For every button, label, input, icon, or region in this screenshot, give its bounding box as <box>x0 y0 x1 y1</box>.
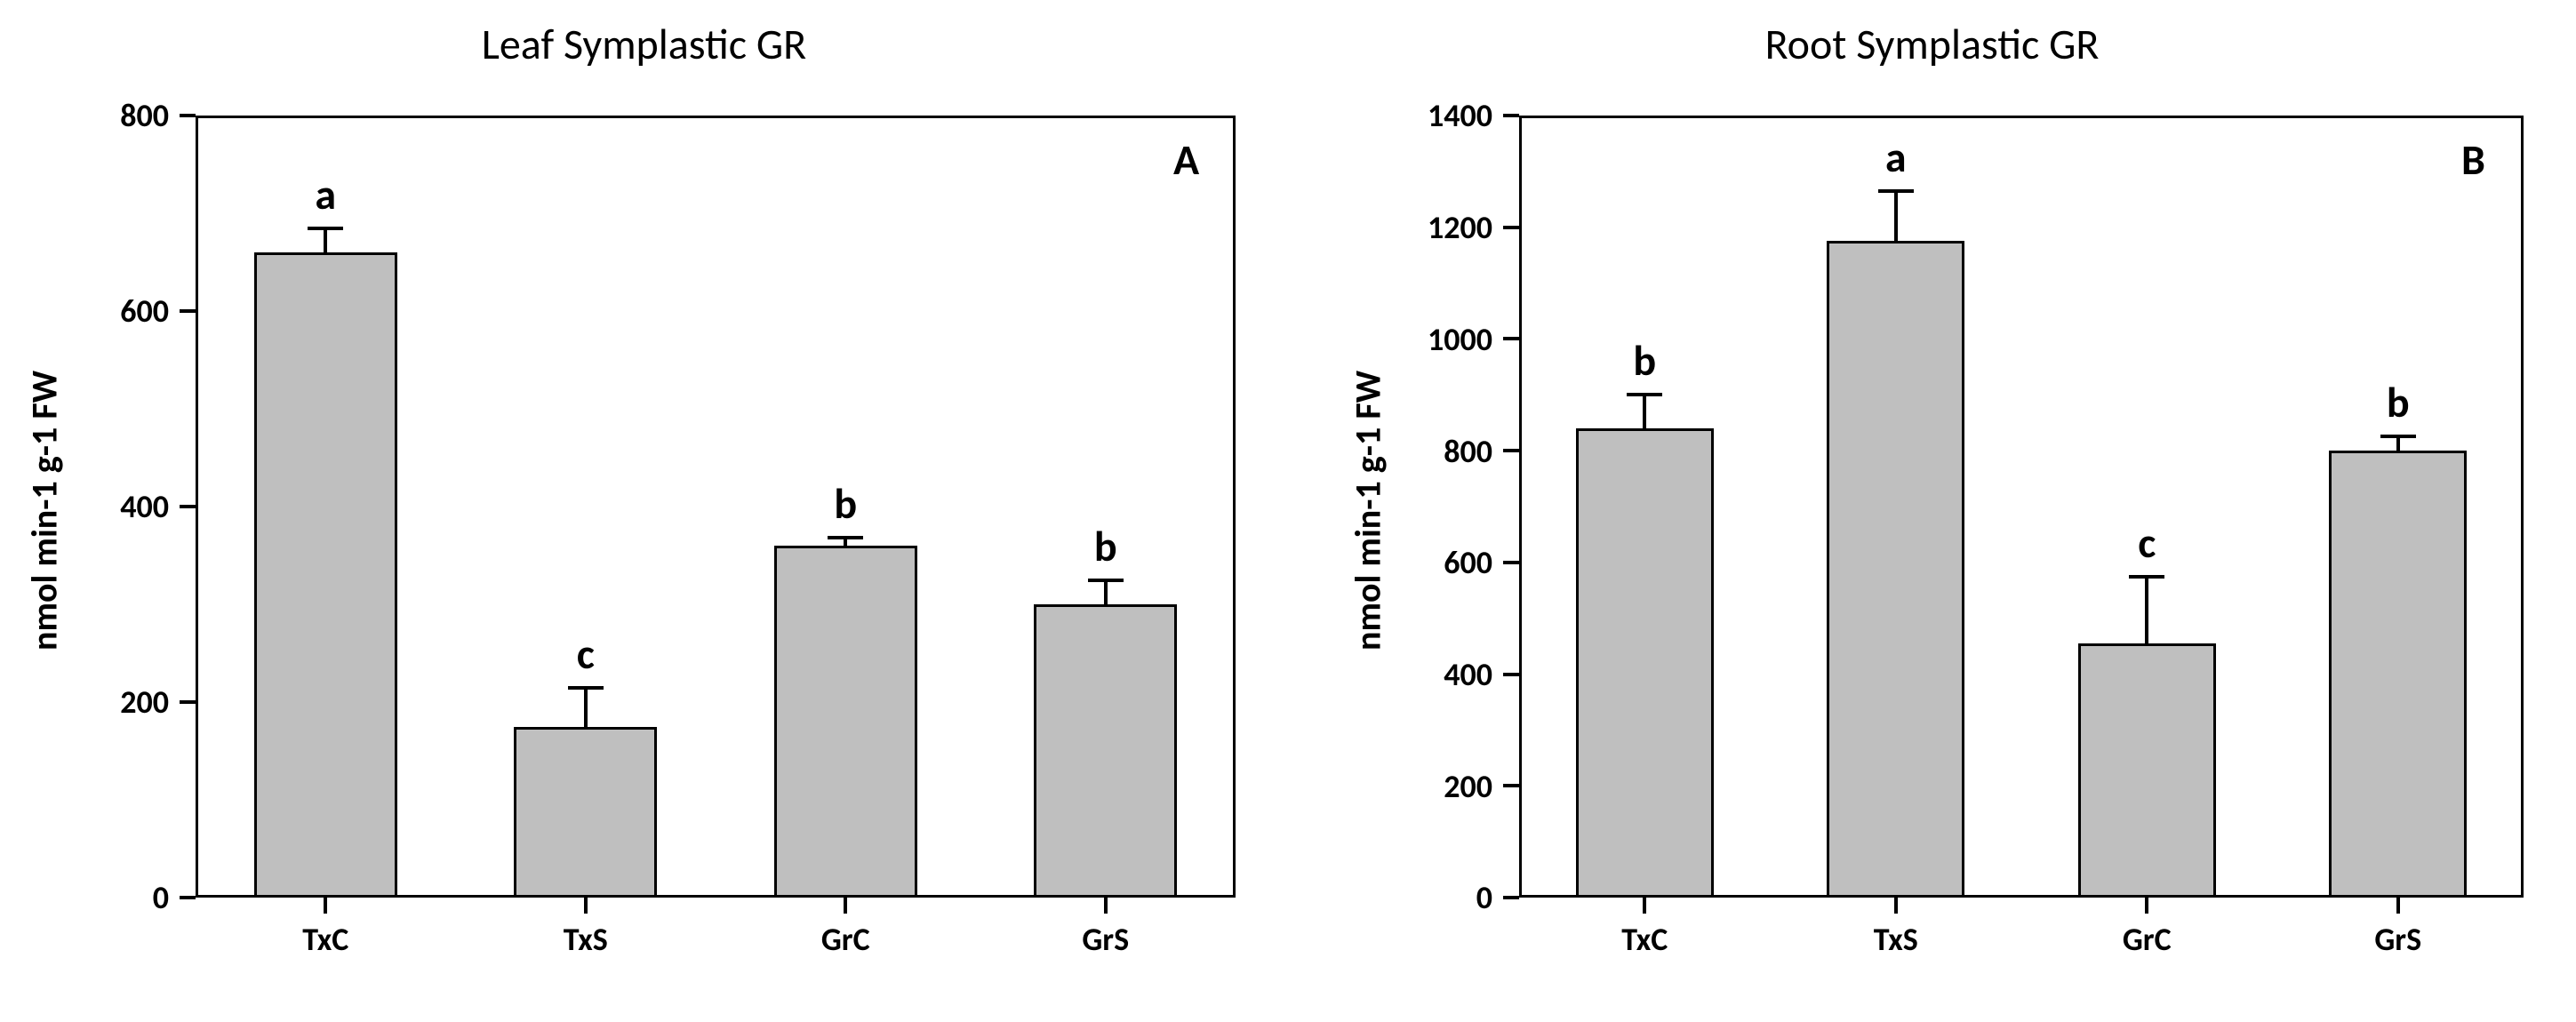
error-bar-cap <box>828 536 863 539</box>
y-tick-mark <box>1503 784 1519 787</box>
y-tick-label: 1200 <box>1395 208 1492 247</box>
y-tick-label: 800 <box>1395 432 1492 471</box>
y-tick-label: 1400 <box>1395 96 1492 135</box>
y-tick-mark <box>1503 449 1519 452</box>
error-bar <box>1104 580 1108 605</box>
panel-b-letter: B <box>2461 133 2485 186</box>
x-tick-label: GrC <box>2058 920 2236 959</box>
bar <box>1827 241 1964 898</box>
significance-letter: c <box>2111 516 2182 569</box>
x-tick-mark <box>584 898 588 914</box>
error-bar-cap <box>1878 189 1914 193</box>
y-tick-mark <box>1503 337 1519 340</box>
x-tick-label: GrC <box>756 920 934 959</box>
error-bar-cap <box>568 686 604 690</box>
x-tick-label: GrS <box>1017 920 1195 959</box>
panel-a-title: Leaf Symplastic GR <box>0 18 1288 70</box>
figure-container: Leaf Symplastic GR nmol min-1 g-1 FW A 0… <box>0 0 2576 1022</box>
error-bar <box>1643 395 1646 428</box>
error-bar <box>324 228 327 253</box>
x-tick-label: GrS <box>2309 920 2487 959</box>
x-tick-mark <box>1104 898 1108 914</box>
panel-a-y-axis-label: nmol min-1 g-1 FW <box>23 289 67 733</box>
panel-b: Root Symplastic GR nmol min-1 g-1 FW B 0… <box>1288 0 2576 1022</box>
bar <box>514 727 657 898</box>
x-tick-label: TxS <box>497 920 675 959</box>
significance-letter: b <box>1070 520 1141 572</box>
panel-a-letter: A <box>1173 133 1199 186</box>
x-tick-mark <box>844 898 847 914</box>
y-tick-mark <box>180 896 196 899</box>
y-tick-mark <box>1503 114 1519 117</box>
error-bar <box>584 688 588 727</box>
bar <box>2329 451 2467 898</box>
error-bar-cap <box>2129 575 2164 579</box>
y-tick-label: 400 <box>71 487 169 526</box>
x-tick-mark <box>1894 898 1898 914</box>
y-tick-mark <box>180 700 196 704</box>
error-bar <box>2145 577 2148 643</box>
y-tick-mark <box>180 309 196 313</box>
y-tick-label: 800 <box>71 96 169 135</box>
error-bar-cap <box>1627 393 1662 396</box>
panel-a: Leaf Symplastic GR nmol min-1 g-1 FW A 0… <box>0 0 1288 1022</box>
error-bar-cap <box>1088 579 1124 582</box>
error-bar-cap <box>2380 435 2416 438</box>
significance-letter: c <box>550 627 621 680</box>
x-tick-label: TxC <box>236 920 414 959</box>
bar <box>1034 604 1177 898</box>
y-tick-label: 1000 <box>1395 320 1492 359</box>
y-tick-label: 200 <box>1395 767 1492 806</box>
y-tick-label: 600 <box>71 291 169 331</box>
significance-letter: a <box>290 168 361 220</box>
y-tick-label: 600 <box>1395 543 1492 582</box>
x-tick-mark <box>2145 898 2148 914</box>
error-bar <box>2396 436 2400 451</box>
significance-letter: b <box>810 477 881 530</box>
x-tick-mark <box>2396 898 2400 914</box>
y-tick-mark <box>180 505 196 508</box>
error-bar-cap <box>308 227 343 230</box>
x-tick-label: TxC <box>1556 920 1733 959</box>
bar <box>254 252 397 898</box>
x-tick-mark <box>324 898 327 914</box>
bar <box>774 546 917 898</box>
y-tick-mark <box>1503 673 1519 676</box>
y-tick-mark <box>1503 226 1519 229</box>
y-tick-label: 0 <box>1395 878 1492 917</box>
y-tick-label: 400 <box>1395 655 1492 694</box>
y-tick-label: 200 <box>71 683 169 722</box>
panel-b-y-axis-label: nmol min-1 g-1 FW <box>1347 289 1390 733</box>
significance-letter: b <box>2363 376 2434 428</box>
y-tick-mark <box>1503 896 1519 899</box>
x-tick-mark <box>1643 898 1646 914</box>
bar <box>1576 428 1714 898</box>
y-tick-mark <box>180 114 196 117</box>
panel-b-title: Root Symplastic GR <box>1288 18 2576 70</box>
x-tick-label: TxS <box>1807 920 1985 959</box>
significance-letter: b <box>1609 334 1680 387</box>
significance-letter: a <box>1860 131 1932 183</box>
error-bar <box>1894 191 1898 242</box>
y-tick-label: 0 <box>71 878 169 917</box>
y-tick-mark <box>1503 561 1519 564</box>
bar <box>2078 643 2216 898</box>
